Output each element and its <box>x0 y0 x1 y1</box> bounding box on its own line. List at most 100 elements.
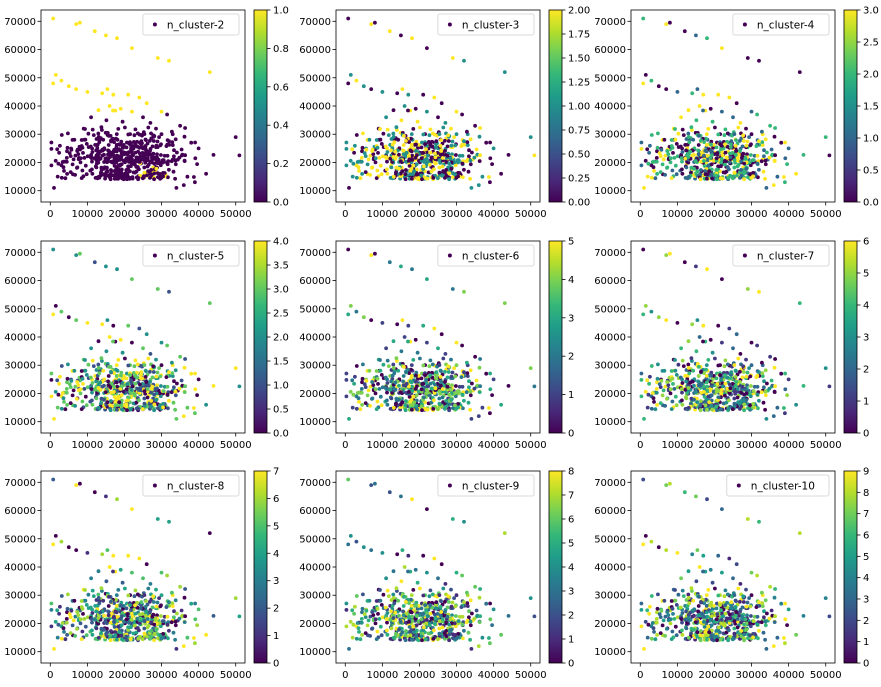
data-point <box>148 610 152 614</box>
legend-marker <box>152 22 157 27</box>
data-point <box>380 321 385 325</box>
data-point <box>151 600 156 604</box>
x-tick-label: 20000 <box>109 670 141 681</box>
data-point <box>101 137 106 142</box>
legend-marker <box>742 253 747 258</box>
data-point <box>63 407 68 412</box>
data-point <box>468 368 473 373</box>
data-point <box>725 144 730 149</box>
data-point <box>725 131 730 136</box>
colorbar-tick-label: 1 <box>863 397 869 408</box>
data-point <box>379 172 384 177</box>
data-point <box>80 399 85 404</box>
data-point <box>120 614 124 618</box>
data-point <box>115 389 120 393</box>
data-point <box>705 407 709 412</box>
data-point <box>108 177 113 182</box>
data-point <box>148 599 152 604</box>
data-point <box>179 608 184 613</box>
x-tick-label: 30000 <box>146 209 178 220</box>
x-tick-label: 20000 <box>699 209 731 220</box>
data-point <box>672 387 677 391</box>
data-point <box>715 151 720 155</box>
y-tick-label: 20000 <box>4 158 36 169</box>
data-point <box>709 393 714 398</box>
data-point <box>107 595 111 599</box>
data-point <box>167 289 171 294</box>
data-point <box>741 364 746 369</box>
data-point <box>772 365 777 370</box>
colorbar-tick-label: 1.50 <box>568 54 590 65</box>
data-point <box>156 175 160 180</box>
x-tick-label: 30000 <box>441 440 473 451</box>
data-point <box>193 387 198 392</box>
data-point <box>128 142 133 147</box>
data-point <box>742 402 747 407</box>
data-point <box>92 260 97 265</box>
data-point <box>130 153 135 158</box>
data-point <box>693 159 698 164</box>
data-point <box>119 139 124 144</box>
data-point <box>167 58 171 63</box>
data-point <box>653 407 658 412</box>
data-point <box>698 177 703 182</box>
data-point <box>440 164 445 169</box>
colorbar-tick-label: 3.0 <box>273 285 289 296</box>
data-point <box>430 155 435 160</box>
data-point <box>368 173 372 177</box>
data-point <box>654 156 659 160</box>
data-point <box>674 172 679 177</box>
data-point <box>96 616 101 620</box>
data-point <box>178 584 183 589</box>
data-point <box>119 370 124 375</box>
data-point <box>449 587 453 592</box>
data-point <box>170 590 174 595</box>
data-point <box>151 364 156 369</box>
data-point <box>155 152 159 157</box>
data-point <box>375 376 380 381</box>
subplot-7: 0 10000 20000 30000 40000 5000010000200003000… <box>4 467 279 682</box>
data-point <box>437 593 442 597</box>
data-point <box>193 601 198 606</box>
data-point <box>433 386 438 391</box>
data-point <box>114 363 119 367</box>
data-point <box>102 613 106 618</box>
data-point <box>149 159 154 164</box>
data-point <box>385 398 389 403</box>
data-point <box>801 384 806 388</box>
data-point <box>179 147 184 152</box>
data-point <box>69 608 74 613</box>
data-point <box>124 634 129 639</box>
data-point <box>354 78 359 83</box>
data-point <box>78 481 82 486</box>
data-point <box>691 368 696 373</box>
data-point <box>129 618 134 622</box>
x-tick-label: 0 <box>342 209 348 220</box>
data-point <box>391 386 396 390</box>
data-point <box>105 548 110 552</box>
y-tick-label: 30000 <box>299 130 331 141</box>
data-point <box>148 582 153 586</box>
data-point <box>406 553 411 558</box>
data-point <box>114 604 119 608</box>
data-point <box>432 167 436 172</box>
data-point <box>755 161 760 166</box>
data-point <box>465 371 470 375</box>
data-point <box>61 165 66 170</box>
colorbar-tick-label: 1.0 <box>273 381 289 392</box>
data-point <box>173 176 178 181</box>
colorbar <box>253 240 268 434</box>
data-point <box>378 127 382 131</box>
data-point <box>385 127 390 132</box>
data-point <box>704 136 708 141</box>
data-point <box>779 140 784 145</box>
data-point <box>104 33 108 38</box>
data-point <box>52 186 56 190</box>
data-point <box>742 408 746 413</box>
data-point <box>373 251 377 256</box>
data-point <box>407 390 411 394</box>
data-point <box>126 132 131 137</box>
subplot-4: 0 10000 20000 30000 40000 5000010000200003000… <box>4 237 289 452</box>
data-point <box>70 623 75 628</box>
data-point <box>660 393 665 398</box>
